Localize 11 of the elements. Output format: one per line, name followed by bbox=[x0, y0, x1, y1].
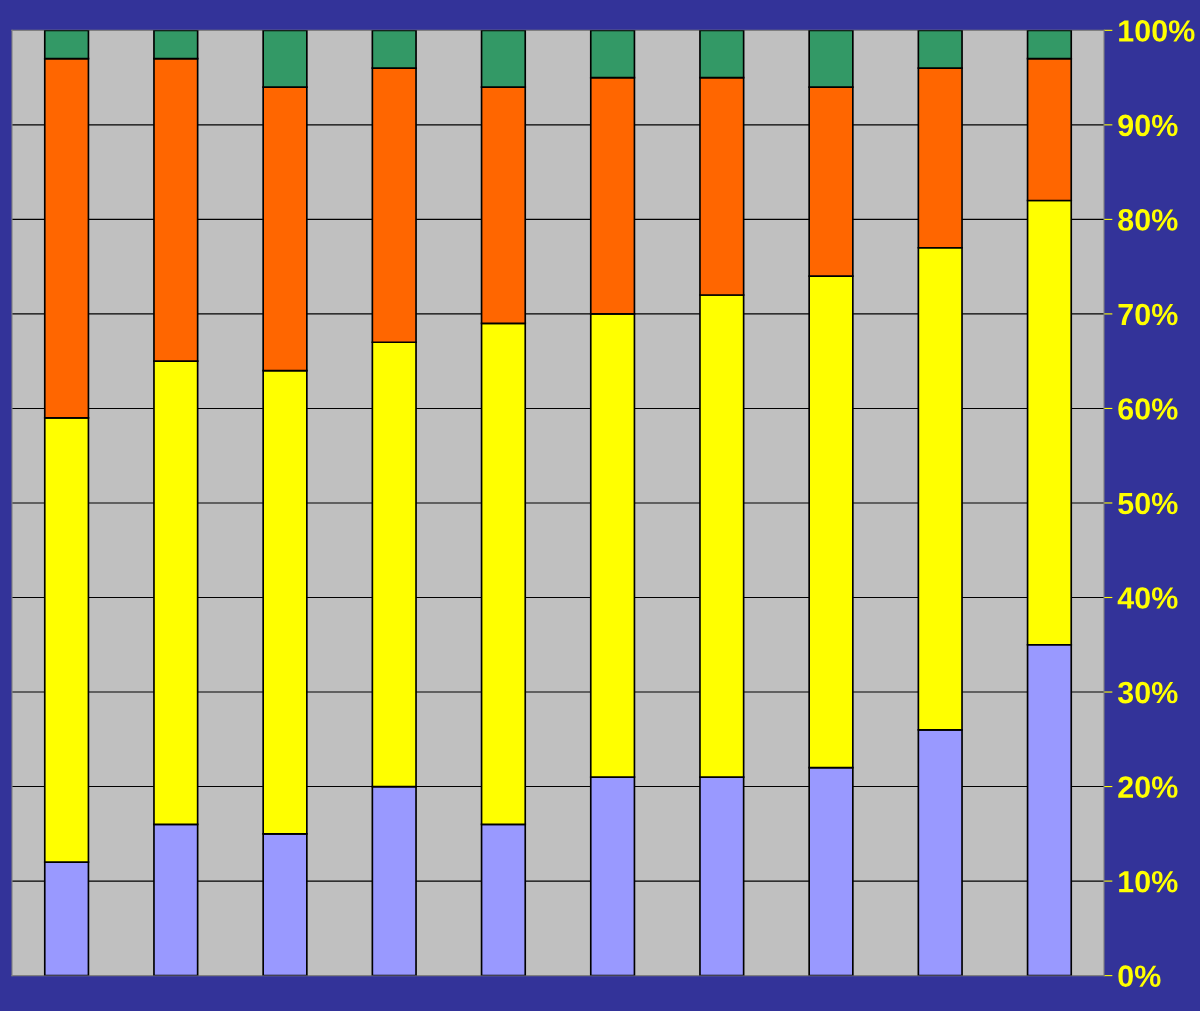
y-tick-label: 70% bbox=[1118, 303, 1178, 326]
y-tick-label: 50% bbox=[1118, 492, 1178, 515]
y-tick-label: 80% bbox=[1118, 209, 1178, 231]
y-tick-label: 0% bbox=[1118, 965, 1161, 987]
y-tick-label: 30% bbox=[1117, 681, 1178, 704]
y-tick-label: 20% bbox=[1118, 776, 1178, 798]
y-tick-label: 100% bbox=[1119, 20, 1195, 42]
y-tick-label: 90% bbox=[1118, 114, 1178, 137]
y-tick-label: 60% bbox=[1118, 398, 1178, 420]
y-tick-label: 10% bbox=[1119, 870, 1178, 893]
y-tick-label: 40% bbox=[1117, 587, 1178, 609]
